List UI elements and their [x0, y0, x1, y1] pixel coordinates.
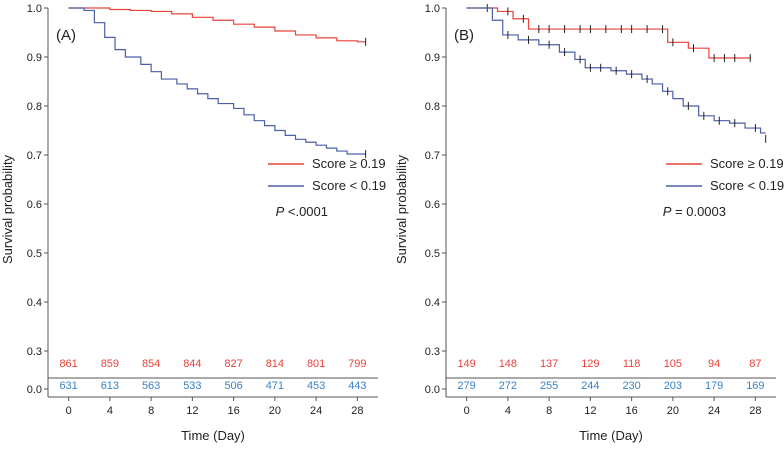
y-axis-label: Survival probability [394, 154, 409, 264]
y-tick-label: 1.0 [425, 3, 440, 15]
panel-b: 1.0 0.9 0.8 0.7 0.6 0.5 0.4 0.3 0.0 0 4 8 12 16 20 24 28… [394, 3, 784, 443]
at-risk-count: 137 [540, 358, 558, 370]
at-risk-count: 148 [499, 358, 517, 370]
at-risk-count: 861 [59, 358, 77, 370]
survival-curve [466, 7, 751, 59]
at-risk-count: 169 [746, 380, 764, 392]
x-tick-label: 4 [505, 405, 511, 417]
at-risk-count: 799 [348, 358, 366, 370]
at-risk-count: 859 [101, 358, 119, 370]
x-tick-label: 12 [186, 405, 198, 417]
at-risk-count: 533 [183, 380, 201, 392]
at-risk-count: 87 [749, 358, 761, 370]
x-tick-label: 8 [546, 405, 552, 417]
x-tick-label: 16 [626, 405, 638, 417]
y-tick-label: 0.7 [27, 150, 42, 162]
survival-curve [68, 7, 366, 43]
legend-entry: Score < 0.19 [710, 178, 784, 193]
at-risk-count: 255 [540, 380, 558, 392]
panel-a: 1.0 0.9 0.8 0.7 0.6 0.5 0.4 0.3 0.0 0 4 8 12 16 20 24 28… [0, 3, 386, 443]
series-low-score: 279 272 255 244 230 203 179 169 [457, 7, 767, 392]
at-risk-count: 844 [183, 358, 201, 370]
y-tick-label: 0.9 [425, 52, 440, 64]
y-tick-label: 0.6 [425, 199, 440, 211]
y-tick-label: 0.3 [425, 346, 440, 358]
at-risk-count: 149 [457, 358, 475, 370]
y-tick-label: 0.5 [425, 248, 440, 260]
y-tick-label: 0.9 [27, 52, 42, 64]
p-value-label: P [663, 204, 672, 219]
at-risk-count: 105 [664, 358, 682, 370]
y-tick-label: 1.0 [27, 3, 42, 15]
y-tick-label: 0.3 [27, 346, 42, 358]
at-risk-count: 814 [266, 358, 284, 370]
at-risk-count: 453 [307, 380, 325, 392]
x-tick-label: 0 [464, 405, 470, 417]
at-risk-count: 129 [581, 358, 599, 370]
at-risk-count: 179 [705, 380, 723, 392]
y-tick-label: 0.5 [27, 248, 42, 260]
at-risk-count: 827 [224, 358, 242, 370]
at-risk-count: 279 [457, 380, 475, 392]
at-risk-count: 854 [142, 358, 160, 370]
x-tick-label: 4 [107, 405, 113, 417]
y-tick-label: 0.8 [27, 101, 42, 113]
at-risk-count: 506 [224, 380, 242, 392]
series-high-score: 149 148 137 129 118 105 94 87 [457, 4, 762, 370]
x-tick-label: 0 [66, 405, 72, 417]
x-tick-label: 28 [749, 405, 761, 417]
y-tick-label: 0.0 [425, 384, 440, 396]
panel-label: (B) [454, 27, 474, 44]
p-value-label: P [276, 204, 285, 219]
x-tick-label: 12 [584, 405, 596, 417]
x-axis-label: Time (Day) [181, 428, 245, 443]
y-axis-label: Survival probability [0, 154, 15, 264]
p-value-text: P = 0.0003 [663, 204, 726, 219]
legend-entry: Score ≥ 0.19 [710, 156, 784, 171]
y-tick-label: 0.4 [425, 297, 440, 309]
at-risk-count: 443 [348, 380, 366, 392]
y-tick-label: 0.4 [27, 297, 42, 309]
x-tick-label: 20 [269, 405, 281, 417]
p-value-number: <.0001 [284, 204, 328, 219]
at-risk-count: 801 [307, 358, 325, 370]
p-value-text: P <.0001 [276, 204, 328, 219]
y-tick-label: 0.0 [27, 384, 42, 396]
survival-curve [68, 7, 366, 155]
legend-entry: Score ≥ 0.19 [312, 156, 386, 171]
legend-entry: Score < 0.19 [312, 178, 386, 193]
x-axis-label: Time (Day) [579, 428, 643, 443]
x-tick-label: 16 [228, 405, 240, 417]
y-tick-label: 0.8 [425, 101, 440, 113]
at-risk-count: 118 [623, 358, 641, 370]
at-risk-count: 244 [581, 380, 599, 392]
series-high-score: 861 859 854 844 827 814 801 799 [59, 7, 367, 370]
p-value-number: = 0.0003 [671, 204, 726, 219]
at-risk-count: 94 [708, 358, 720, 370]
at-risk-count: 631 [59, 380, 77, 392]
x-tick-label: 8 [148, 405, 154, 417]
y-tick-label: 0.6 [27, 199, 42, 211]
panel-label: (A) [56, 27, 76, 44]
series-low-score: 631 613 563 533 506 471 453 443 [59, 7, 367, 392]
at-risk-count: 203 [664, 380, 682, 392]
at-risk-count: 230 [622, 380, 640, 392]
at-risk-count: 563 [142, 380, 160, 392]
at-risk-count: 471 [266, 380, 284, 392]
x-tick-label: 24 [708, 405, 720, 417]
x-tick-label: 28 [351, 405, 363, 417]
y-tick-label: 0.7 [425, 150, 440, 162]
at-risk-count: 272 [499, 380, 517, 392]
x-tick-label: 20 [667, 405, 679, 417]
x-tick-label: 24 [310, 405, 322, 417]
at-risk-count: 613 [101, 380, 119, 392]
